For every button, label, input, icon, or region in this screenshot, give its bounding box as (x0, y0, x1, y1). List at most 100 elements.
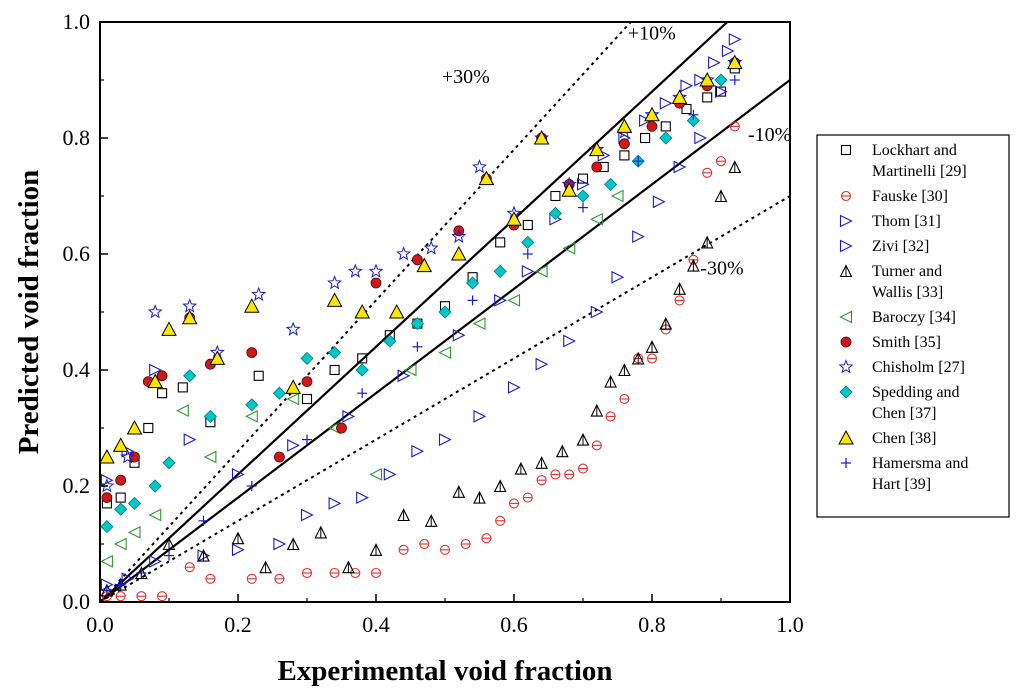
reference-line (100, 196, 790, 602)
data-point-series-1 (303, 395, 312, 404)
x-tick-label: 0.8 (638, 612, 666, 637)
x-axis: 0.0 0.2 0.4 0.6 0.8 1.0 (86, 594, 804, 637)
data-point-series-1 (254, 371, 263, 380)
data-point-series-10 (245, 299, 259, 312)
legend-label: Hart [39] (872, 476, 931, 493)
legend-label: Martinelli [29] (872, 163, 967, 180)
data-point-series-9 (246, 399, 258, 411)
data-point-series-5 (674, 283, 685, 294)
legend-label: Chen [38] (872, 430, 936, 447)
data-point-series-9 (149, 480, 161, 492)
data-point-series-9 (605, 178, 617, 190)
data-point-series-7 (302, 377, 312, 387)
data-point-series-4 (474, 411, 485, 422)
x-tick-label: 1.0 (776, 612, 804, 637)
data-point-series-3 (660, 98, 671, 109)
data-point-series-3 (681, 80, 692, 91)
data-point-series-1 (641, 134, 650, 143)
data-point-series-11 (357, 388, 367, 398)
data-point-series-2 (717, 157, 726, 166)
data-point-series-6 (129, 527, 140, 538)
legend: Lockhart andMartinelli [29]Fauske [30]Th… (817, 135, 1009, 517)
data-point-series-6 (101, 556, 112, 567)
data-point-series-5 (557, 446, 568, 457)
legend-label: Spedding and (872, 384, 960, 401)
data-point-series-2 (330, 569, 339, 578)
data-point-series-4 (357, 492, 368, 503)
data-point-series-4 (612, 272, 623, 283)
data-point-series-6 (474, 318, 485, 329)
data-point-series-4 (633, 231, 644, 242)
data-point-series-11 (578, 203, 588, 213)
data-point-series-5 (716, 191, 727, 202)
data-point-series-11 (412, 342, 422, 352)
data-point-series-2 (482, 534, 491, 543)
data-point-series-7 (116, 475, 126, 485)
data-point-series-10 (210, 351, 224, 364)
data-point-series-2 (399, 545, 408, 554)
y-tick-label: 0.8 (63, 125, 91, 150)
data-point-series-5 (315, 527, 326, 538)
data-point-series-8 (253, 288, 265, 300)
data-point-series-10 (286, 380, 300, 393)
data-point-series-1 (178, 383, 187, 392)
data-markers (100, 34, 742, 601)
data-point-series-9 (715, 74, 727, 86)
data-point-series-9 (184, 370, 196, 382)
data-point-series-5 (398, 510, 409, 521)
reference-lines (100, 0, 790, 602)
data-point-series-4 (329, 498, 340, 509)
data-point-series-7 (337, 423, 347, 433)
data-point-series-7 (102, 493, 112, 503)
data-point-series-4 (274, 539, 285, 550)
data-point-series-6 (150, 510, 161, 521)
data-point-series-7 (619, 139, 629, 149)
data-point-series-3 (722, 46, 733, 57)
data-point-series-4 (536, 359, 547, 370)
data-point-series-2 (303, 569, 312, 578)
data-point-series-2 (206, 574, 215, 583)
data-point-series-1 (144, 424, 153, 433)
x-tick-label: 0.6 (500, 612, 528, 637)
y-tick-label: 0.0 (63, 589, 91, 614)
legend-label: Smith [35] (872, 334, 941, 351)
data-point-series-1 (116, 493, 125, 502)
data-point-series-3 (709, 57, 720, 68)
data-point-series-2 (496, 516, 505, 525)
data-point-series-8 (149, 306, 161, 318)
legend-label: Zivi [32] (872, 238, 929, 255)
data-point-series-4 (384, 469, 395, 480)
data-point-series-9 (129, 497, 141, 509)
data-point-series-7 (371, 278, 381, 288)
data-point-series-11 (523, 249, 533, 259)
legend-label: Thom [31] (872, 213, 941, 230)
series-6 (101, 191, 623, 567)
data-point-series-2 (565, 470, 574, 479)
data-point-series-8 (370, 265, 382, 277)
data-point-series-5 (288, 539, 299, 550)
data-point-series-4 (716, 86, 727, 97)
data-point-series-9 (329, 347, 341, 359)
legend-label: Baroczy [34] (872, 309, 956, 326)
data-point-series-2 (579, 464, 588, 473)
data-point-series-8 (287, 323, 299, 335)
data-point-series-7 (412, 255, 422, 265)
data-point-series-7 (647, 121, 657, 131)
x-axis-title: Experimental void fraction (277, 655, 612, 687)
data-point-series-1 (620, 151, 629, 160)
data-point-series-1 (158, 389, 167, 398)
data-point-series-6 (115, 539, 126, 550)
y-axis-title: Predicted void fraction (13, 170, 45, 455)
data-point-series-3 (184, 434, 195, 445)
data-point-series-4 (440, 434, 451, 445)
data-point-series-10 (390, 305, 404, 318)
series-11 (102, 75, 740, 595)
data-point-series-5 (474, 492, 485, 503)
reference-label: +10% (628, 22, 676, 44)
data-point-series-9 (577, 190, 589, 202)
data-point-series-10 (162, 322, 176, 335)
data-point-series-10 (100, 450, 114, 463)
legend-label: Wallis [33] (872, 284, 943, 301)
legend-label: Lockhart and (872, 142, 957, 159)
reference-line (100, 0, 790, 602)
